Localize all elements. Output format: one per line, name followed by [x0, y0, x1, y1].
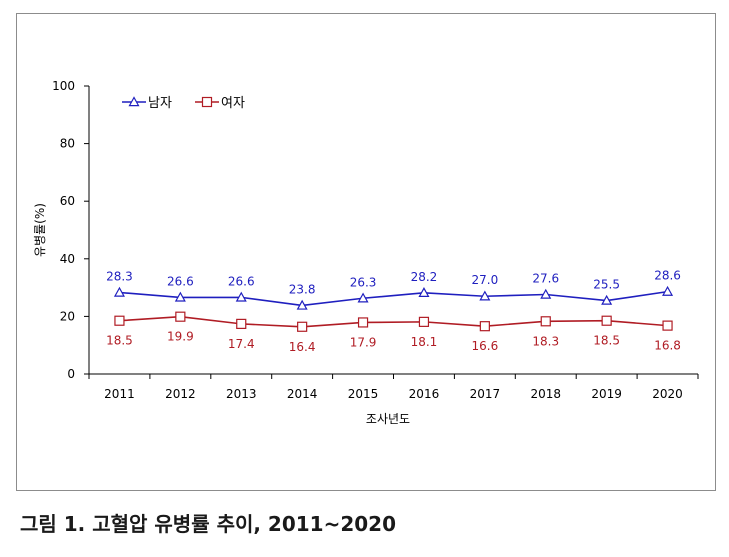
triangle-marker: [357, 292, 369, 303]
triangle-marker: [128, 96, 140, 107]
series-female: 18.5 19.9 17.4 16.4 17.9 18.1 16.6 18.3 18.5 16.8: [106, 311, 681, 354]
data-label: 25.5: [593, 278, 620, 292]
chart-legend: 남자 여자: [122, 96, 245, 111]
y-axis-label: 유병률(%): [33, 203, 47, 257]
data-label: 28.2: [411, 270, 438, 284]
x-tick-label: 2014: [287, 387, 318, 401]
data-label: 26.3: [350, 275, 377, 289]
data-label: 18.3: [532, 334, 559, 348]
data-label: 17.9: [350, 335, 377, 349]
triangle-marker: [418, 287, 430, 297]
square-marker: [601, 315, 612, 326]
data-label: 16.8: [654, 339, 681, 353]
series-line: [119, 290, 668, 307]
x-tick-label: 2018: [530, 387, 561, 401]
y-tick-label: 40: [60, 252, 75, 266]
data-label: 27.6: [532, 272, 559, 286]
square-marker: [201, 96, 213, 108]
chart-axes: 0 20 40 60 80 100 2011 2012 2013 2014 2015 2016 2017…: [52, 79, 699, 401]
figure-frame: [16, 13, 716, 491]
data-label: 28.3: [106, 269, 133, 283]
square-marker: [297, 321, 308, 332]
x-tick-label: 2017: [470, 387, 501, 401]
x-tick-label: 2016: [409, 387, 440, 401]
x-tick-label: 2011: [104, 387, 135, 401]
y-tick-label: 80: [60, 137, 75, 151]
x-axis-label: 조사년도: [366, 412, 410, 426]
square-marker: [662, 320, 673, 331]
square-marker: [479, 321, 490, 332]
x-tick-label: 2015: [348, 387, 379, 401]
y-tick-label: 20: [60, 309, 75, 323]
legend-label: 남자: [148, 96, 172, 111]
legend-label: 여자: [221, 96, 245, 111]
triangle-marker: [174, 291, 186, 302]
x-tick-label: 2019: [591, 387, 622, 401]
data-label: 16.6: [471, 339, 498, 353]
data-label: 23.8: [289, 282, 316, 296]
figure-caption: 그림 1. 고혈압 유병률 추이, 2011~2020: [20, 512, 397, 536]
x-tick-label: 2013: [226, 387, 257, 401]
data-label: 27.0: [471, 273, 498, 287]
triangle-marker: [296, 299, 308, 310]
square-marker: [114, 315, 125, 326]
legend-item-male: 남자: [122, 96, 172, 111]
y-tick-label: 0: [67, 367, 75, 381]
data-label: 19.9: [167, 330, 194, 344]
legend-item-female: 여자: [195, 96, 245, 111]
data-label: 28.6: [654, 269, 681, 283]
data-label: 16.4: [289, 340, 316, 354]
square-marker: [236, 318, 247, 329]
square-marker: [357, 317, 369, 328]
triangle-marker: [235, 291, 247, 302]
y-tick-label: 60: [60, 194, 75, 208]
x-tick-label: 2012: [165, 387, 196, 401]
data-label: 18.5: [593, 334, 620, 348]
x-tick-label: 2020: [652, 387, 683, 401]
series-male: 28.3 26.6 26.6 23.8 26.3 28.2 27.0 27.6 25.5 28.6: [106, 269, 681, 310]
triangle-marker: [113, 286, 125, 297]
square-marker: [540, 316, 551, 327]
triangle-marker: [479, 290, 491, 301]
series-line: [119, 315, 668, 328]
triangle-marker: [540, 288, 552, 299]
data-label: 26.6: [228, 274, 255, 288]
square-marker: [418, 316, 430, 327]
triangle-marker: [601, 294, 613, 305]
data-label: 18.1: [411, 335, 438, 349]
data-label: 18.5: [106, 334, 133, 348]
chart-series: 28.3 26.6 26.6 23.8 26.3 28.2 27.0 27.6 25.5 28.6…: [106, 269, 681, 354]
data-label: 17.4: [228, 337, 255, 351]
y-tick-label: 100: [52, 79, 75, 93]
triangle-marker: [662, 285, 674, 296]
square-marker: [175, 311, 186, 322]
data-label: 26.6: [167, 274, 194, 288]
line-chart: 0 20 40 60 80 100 2011 2012 2013 2014 2015 2016 2017…: [33, 79, 699, 426]
